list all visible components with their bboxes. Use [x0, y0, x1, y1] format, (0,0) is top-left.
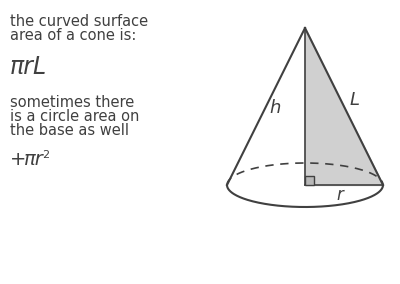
- Bar: [305, 176, 314, 185]
- Text: area of a cone is:: area of a cone is:: [10, 28, 136, 43]
- Text: πr: πr: [24, 150, 44, 169]
- Text: the curved surface: the curved surface: [10, 14, 148, 29]
- Text: sometimes there: sometimes there: [10, 95, 134, 110]
- Text: L: L: [350, 91, 360, 109]
- Text: r: r: [336, 186, 344, 204]
- Text: +: +: [10, 150, 33, 169]
- Text: the base as well: the base as well: [10, 123, 129, 138]
- Text: 2: 2: [42, 150, 49, 160]
- Text: h: h: [269, 99, 281, 117]
- Text: πrL: πrL: [10, 55, 47, 79]
- Polygon shape: [305, 28, 383, 185]
- Text: is a circle area on: is a circle area on: [10, 109, 139, 124]
